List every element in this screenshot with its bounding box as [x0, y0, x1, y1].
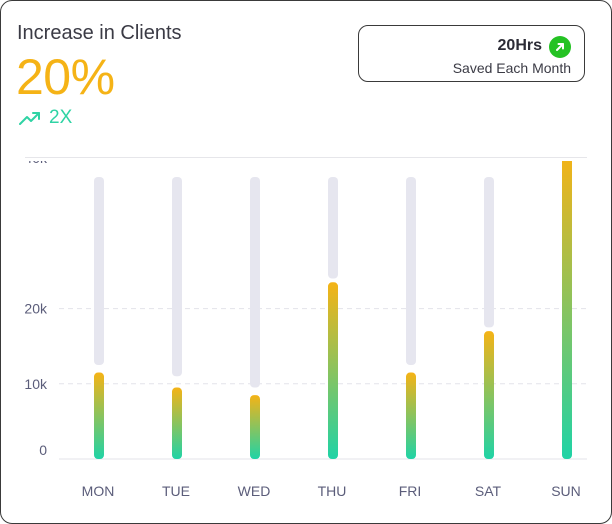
- x-tick-label: TUE: [162, 483, 190, 499]
- y-tick-label: 20k: [24, 301, 48, 317]
- trending-up-icon: [19, 112, 40, 125]
- bar-sun: [562, 161, 572, 459]
- x-tick-label: SUN: [551, 483, 581, 499]
- x-tick-label: FRI: [399, 483, 422, 499]
- card-title: Increase in Clients: [17, 22, 182, 44]
- bar-sat: [484, 331, 494, 459]
- y-tick-label: 10k: [24, 376, 48, 392]
- bar-tue: [172, 387, 182, 459]
- bar-track: [172, 177, 182, 377]
- bar-track: [250, 177, 260, 388]
- saved-hours-subtitle: Saved Each Month: [452, 60, 571, 76]
- bar-track: [328, 177, 338, 279]
- clients-bar-chart: 0 10k 20k 40k MON TUE WED THU FRI SAT SUN: [24, 161, 587, 499]
- saved-hours-badge: 20Hrs Saved Each Month: [358, 25, 585, 82]
- header-divider: [25, 157, 587, 158]
- saved-hours-value: 20Hrs: [497, 37, 542, 54]
- bar-mon: [94, 372, 104, 459]
- growth-indicator: 2X: [19, 107, 72, 129]
- bar-fri: [406, 372, 416, 459]
- x-tick-label: THU: [318, 483, 347, 499]
- bar-track: [484, 177, 494, 328]
- y-tick-label: 40k: [24, 161, 48, 166]
- bar-thu: [328, 282, 338, 459]
- x-tick-label: WED: [238, 483, 271, 499]
- x-tick-label: SAT: [475, 483, 502, 499]
- bar-track: [94, 177, 104, 365]
- bar-wed: [250, 395, 260, 459]
- increase-percent: 20%: [16, 49, 115, 105]
- arrow-up-right-icon: [549, 36, 571, 58]
- y-tick-label: 0: [39, 442, 47, 458]
- bar-track: [406, 177, 416, 365]
- growth-label: 2X: [49, 107, 73, 128]
- x-tick-label: MON: [82, 483, 115, 499]
